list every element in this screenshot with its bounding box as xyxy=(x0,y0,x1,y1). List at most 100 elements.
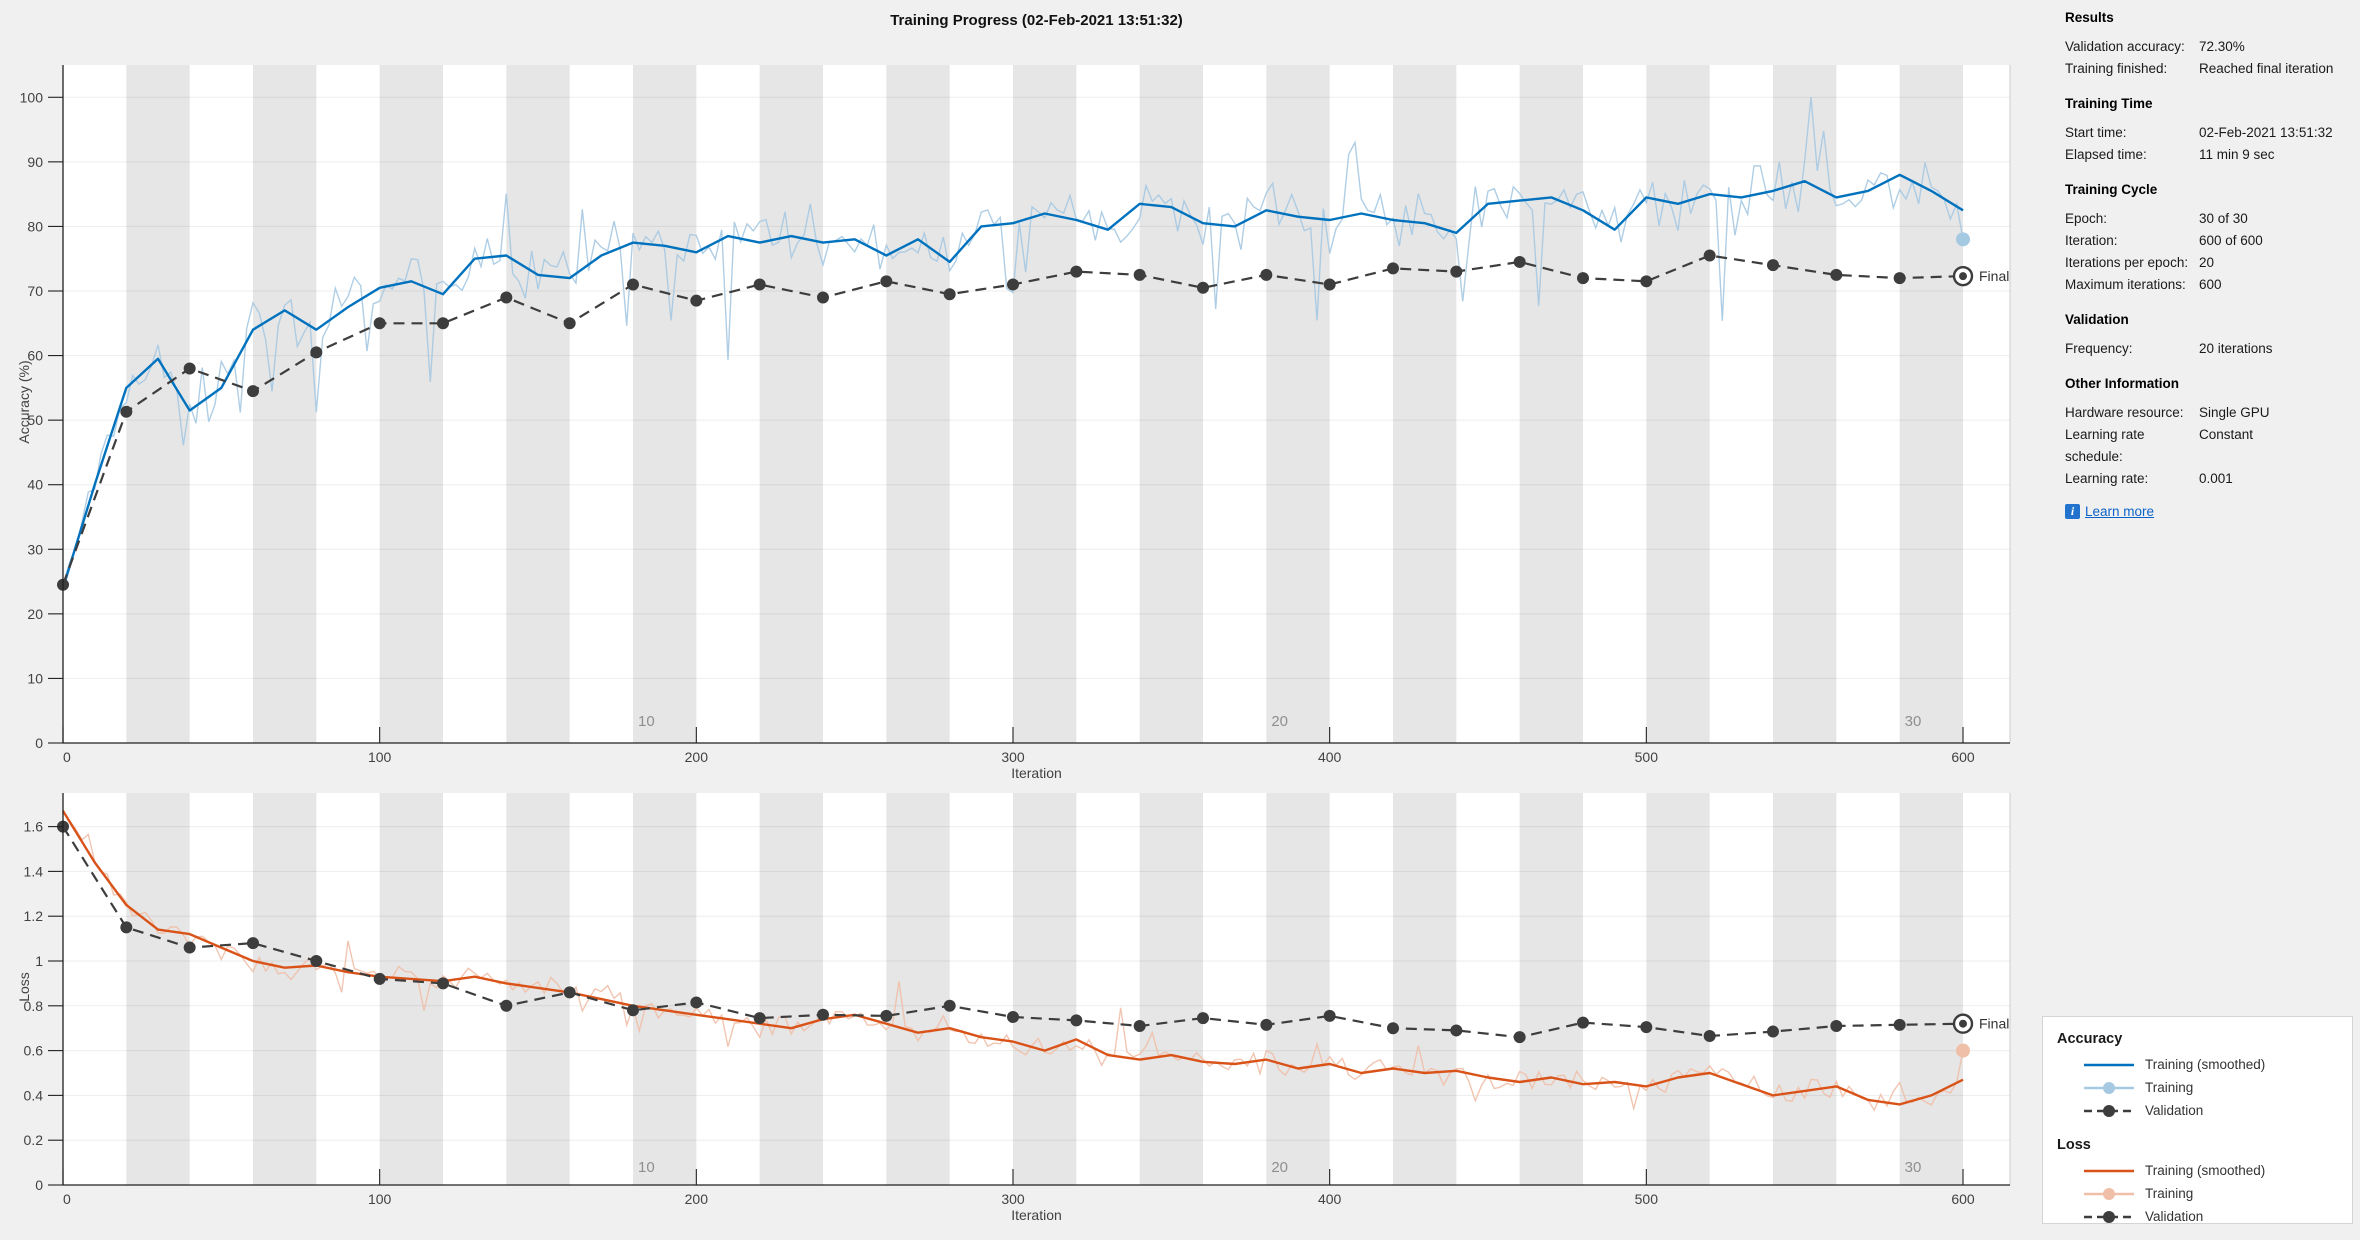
epoch-band xyxy=(506,65,570,743)
legend-entry-label: Training (smoothed) xyxy=(2145,1057,2266,1072)
y-tick-label: 30 xyxy=(27,541,43,557)
epoch-band xyxy=(1773,793,1837,1185)
y-tick-label: 0 xyxy=(35,735,43,751)
epoch-band xyxy=(759,65,823,743)
loss-validation-swatch-icon xyxy=(2083,1209,2135,1225)
validation-marker xyxy=(1387,262,1399,275)
x-tick-label: 0 xyxy=(63,1191,71,1207)
legend-box: Accuracy Training (smoothed) Training Va… xyxy=(2042,1016,2353,1224)
validation-marker xyxy=(1577,1016,1589,1029)
validation-marker xyxy=(1260,268,1273,281)
epoch-band xyxy=(1519,793,1583,1185)
validation-marker xyxy=(437,317,449,330)
section-validation: Validation Frequency: 20 iterations xyxy=(2065,310,2355,360)
info-row: Validation accuracy: 72.30% xyxy=(2065,36,2355,58)
learn-more-link[interactable]: i Learn more xyxy=(2065,504,2355,519)
validation-marker xyxy=(1323,1009,1336,1022)
epoch-label: 10 xyxy=(638,713,655,730)
accuracy-validation-swatch-icon xyxy=(2083,1103,2135,1119)
validation-marker xyxy=(1387,1022,1399,1035)
epoch-band xyxy=(1266,793,1330,1185)
validation-marker xyxy=(1323,278,1336,291)
x-tick-label: 500 xyxy=(1635,1191,1659,1207)
legend-entry-label: Training xyxy=(2145,1186,2194,1201)
validation-marker xyxy=(1450,1024,1463,1037)
validation-marker xyxy=(1133,1019,1146,1032)
legend-entry: Validation xyxy=(2057,1205,2352,1228)
validation-marker xyxy=(310,346,323,359)
y-tick-label: 50 xyxy=(27,412,43,428)
learn-more-label: Learn more xyxy=(2085,504,2155,519)
x-tick-label: 400 xyxy=(1318,1191,1342,1207)
validation-marker xyxy=(627,1004,639,1017)
validation-marker xyxy=(1767,1025,1779,1038)
validation-marker xyxy=(817,291,829,304)
validation-marker xyxy=(183,362,196,375)
info-value: Reached final iteration xyxy=(2199,61,2334,76)
loss-smoothed-swatch-icon xyxy=(2083,1163,2135,1179)
y-tick-label: 1.2 xyxy=(24,908,44,924)
x-tick-label: 300 xyxy=(1001,749,1025,765)
epoch-band xyxy=(1773,65,1837,743)
info-value: 600 of 600 xyxy=(2199,233,2263,248)
y-tick-label: 0.4 xyxy=(24,1087,44,1103)
x-tick-label: 200 xyxy=(685,1191,709,1207)
info-row: Elapsed time: 11 min 9 sec xyxy=(2065,144,2355,166)
validation-marker xyxy=(1070,265,1083,278)
info-label: Frequency: xyxy=(2065,341,2133,356)
info-label: Learning rate schedule: xyxy=(2065,427,2145,464)
epoch-band xyxy=(1393,65,1457,743)
epoch-band xyxy=(379,65,443,743)
accuracy-y-axis-label: Accuracy (%) xyxy=(16,360,32,444)
loss-training-raw-end-marker xyxy=(1956,1043,1970,1058)
info-row: Iterations per epoch: 20 xyxy=(2065,252,2355,274)
accuracy-x-axis-label: Iteration xyxy=(1011,765,1062,781)
x-tick-label: 200 xyxy=(685,749,709,765)
validation-marker xyxy=(373,972,386,985)
epoch-label: 20 xyxy=(1271,1159,1288,1176)
loss-chart: Final 0 100 200 300 400 500 600 0 0.2 0.4 0.6 0.8 1 1.… xyxy=(24,793,2011,1207)
validation-marker xyxy=(563,986,576,999)
section-header: Other Information xyxy=(2065,376,2179,391)
y-tick-label: 80 xyxy=(27,218,43,234)
y-tick-label: 1 xyxy=(35,953,43,969)
section-results: Results Validation accuracy: 72.30% Trai… xyxy=(2065,8,2355,80)
info-label: Start time: xyxy=(2065,125,2127,140)
validation-marker xyxy=(500,291,513,304)
y-tick-label: 0.2 xyxy=(24,1132,44,1148)
epoch-band xyxy=(1519,65,1583,743)
validation-marker xyxy=(753,1012,766,1025)
validation-marker xyxy=(1197,281,1209,294)
x-tick-label: 0 xyxy=(63,749,71,765)
accuracy-smoothed-swatch-icon xyxy=(2083,1057,2135,1073)
legend-entry: Validation xyxy=(2057,1099,2352,1122)
y-tick-label: 60 xyxy=(27,348,43,364)
validation-marker xyxy=(1640,275,1653,288)
info-label: Validation accuracy: xyxy=(2065,39,2185,54)
epoch-label: 30 xyxy=(1905,713,1922,730)
info-value: 72.30% xyxy=(2199,39,2245,54)
legend-entry-label: Validation xyxy=(2145,1209,2204,1224)
y-tick-label: 10 xyxy=(27,670,43,686)
info-value: 600 xyxy=(2199,277,2222,292)
y-tick-label: 1.4 xyxy=(24,863,44,879)
epoch-band xyxy=(253,65,317,743)
y-tick-label: 70 xyxy=(27,283,43,299)
section-header: Training Time xyxy=(2065,96,2153,111)
info-label: Epoch: xyxy=(2065,211,2108,226)
validation-marker xyxy=(1197,1012,1209,1025)
loss-y-axis-label: Loss xyxy=(16,972,32,1002)
validation-marker xyxy=(1007,1011,1019,1023)
y-tick-label: 100 xyxy=(20,89,44,105)
legend-group-accuracy: Accuracy Training (smoothed) Training Va… xyxy=(2057,1029,2352,1122)
validation-marker xyxy=(500,999,513,1012)
epoch-band xyxy=(633,793,697,1185)
epoch-band xyxy=(886,65,950,743)
validation-marker xyxy=(247,385,259,398)
validation-marker xyxy=(120,921,133,934)
legend-entry-label: Validation xyxy=(2145,1103,2204,1118)
section-header: Results xyxy=(2065,10,2114,25)
accuracy-training-raw-line xyxy=(62,97,1964,586)
final-label: Final xyxy=(1979,268,2009,284)
validation-marker xyxy=(1577,272,1589,285)
